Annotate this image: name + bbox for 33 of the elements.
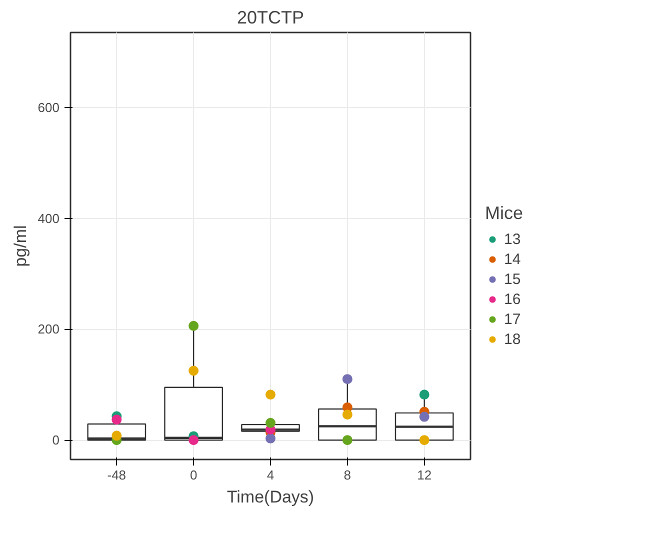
chart-title: 20TCTP bbox=[236, 8, 304, 28]
x-tick-label: -48 bbox=[107, 468, 126, 482]
point bbox=[419, 412, 430, 422]
point bbox=[112, 430, 122, 441]
y-axis-title: pg/ml bbox=[10, 225, 30, 267]
legend-label: 18 bbox=[504, 330, 522, 348]
y-tick-label: 400 bbox=[38, 210, 60, 226]
point bbox=[419, 390, 430, 400]
legend-title: Mice bbox=[485, 203, 524, 224]
point bbox=[188, 320, 199, 331]
x-tick-label: 12 bbox=[417, 468, 432, 482]
y-tick-label: 0 bbox=[52, 432, 60, 448]
legend-label: 17 bbox=[504, 310, 522, 328]
point bbox=[112, 414, 122, 425]
point bbox=[266, 390, 276, 400]
x-tick-label: 0 bbox=[190, 468, 198, 482]
point bbox=[188, 435, 199, 446]
legend-label: 15 bbox=[504, 270, 522, 288]
legend-label: 13 bbox=[504, 230, 522, 248]
point bbox=[342, 410, 352, 420]
point bbox=[266, 433, 276, 444]
y-tick-label: 200 bbox=[38, 322, 60, 337]
point bbox=[342, 435, 352, 446]
legend-label: 16 bbox=[504, 290, 522, 308]
y-tick-label: 600 bbox=[38, 100, 60, 115]
x-tick-label: 8 bbox=[344, 468, 352, 482]
point bbox=[342, 374, 352, 384]
point bbox=[266, 418, 276, 428]
x-tick-label: 4 bbox=[266, 468, 274, 482]
point bbox=[419, 435, 430, 446]
point bbox=[188, 366, 199, 376]
legend-label: 14 bbox=[504, 250, 522, 268]
x-axis-title: Time(Days) bbox=[226, 488, 314, 506]
